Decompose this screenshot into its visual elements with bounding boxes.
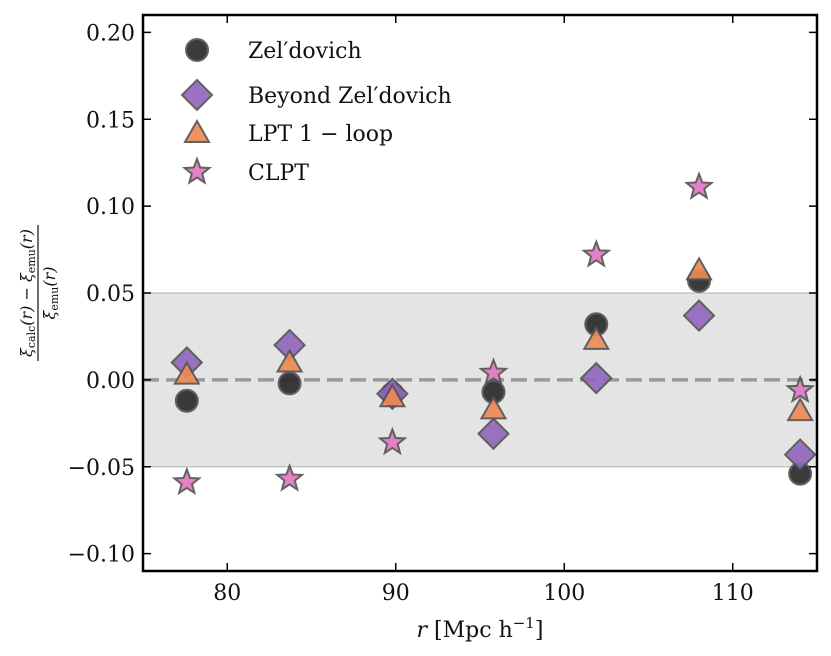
y-tick-label: 0.15 [86,108,135,133]
x-tick-label: 90 [382,581,410,606]
y-axis-label: ξcalc(r) − ξemu(r) ξemu(r) [17,225,61,361]
beyond-zel-dovich-point [783,438,817,472]
lpt-1-loop-point [685,256,713,281]
zel-dovich-point [277,371,302,396]
clpt-point [478,357,509,386]
legend-marker-beyond-zel-dovich [180,78,214,112]
clpt-point [684,171,715,200]
legend-label-zel-dovich: Zel′dovich [248,39,362,64]
x-axis-label: r [Mpc h−1] [417,614,544,643]
y-tick-label: −0.05 [68,456,135,481]
legend-marker-lpt-1-loop [183,118,211,143]
svg-text:ξcalc(r) − ξemu(r): ξcalc(r) − ξemu(r) [17,229,38,357]
y-tick-label: 0.00 [86,369,135,394]
clpt-point [581,238,612,268]
beyond-zel-dovich-point [579,361,613,395]
legend-label-beyond-zel-dovich: Beyond Zel′dovich [248,84,452,109]
x-tick-label: 100 [543,581,585,606]
beyond-zel-dovich-point [682,299,716,333]
x-tick-label: 110 [712,581,754,606]
series-beyond-zel-dovich [170,299,817,472]
y-tick-label: 0.10 [86,195,135,220]
y-tick-label: 0.20 [86,21,135,46]
lpt-1-loop-point [378,383,407,408]
zel-dovich-point [174,388,199,413]
legend-marker-zel-dovich [185,38,209,62]
legend-label-lpt-1-loop: LPT 1 − loop [248,122,393,147]
series-clpt [171,171,816,496]
series-lpt-1-loop [173,256,814,422]
lpt-1-loop-point [173,360,201,385]
y-tick-label: 0.05 [86,282,135,307]
y-tick-label: −0.10 [68,543,135,568]
lpt-1-loop-point [479,395,508,420]
legend-marker-clpt [181,156,213,185]
clpt-point [785,374,816,404]
plot-frame [141,13,819,573]
svg-text:ξemu(r): ξemu(r) [40,267,61,320]
lpt-1-loop-point [582,325,610,350]
lpt-1-loop-point [275,348,304,373]
legend: Zel′dovich Beyond Zel′dovich LPT 1 − loop C… [180,38,452,186]
clpt-point [171,466,202,496]
beyond-zel-dovich-point [477,417,510,451]
clpt-point [377,426,408,456]
legend-label-clpt: CLPT [248,161,309,186]
clpt-point [274,463,305,492]
x-tick-label: 80 [213,581,241,606]
lpt-1-loop-point [786,397,814,422]
